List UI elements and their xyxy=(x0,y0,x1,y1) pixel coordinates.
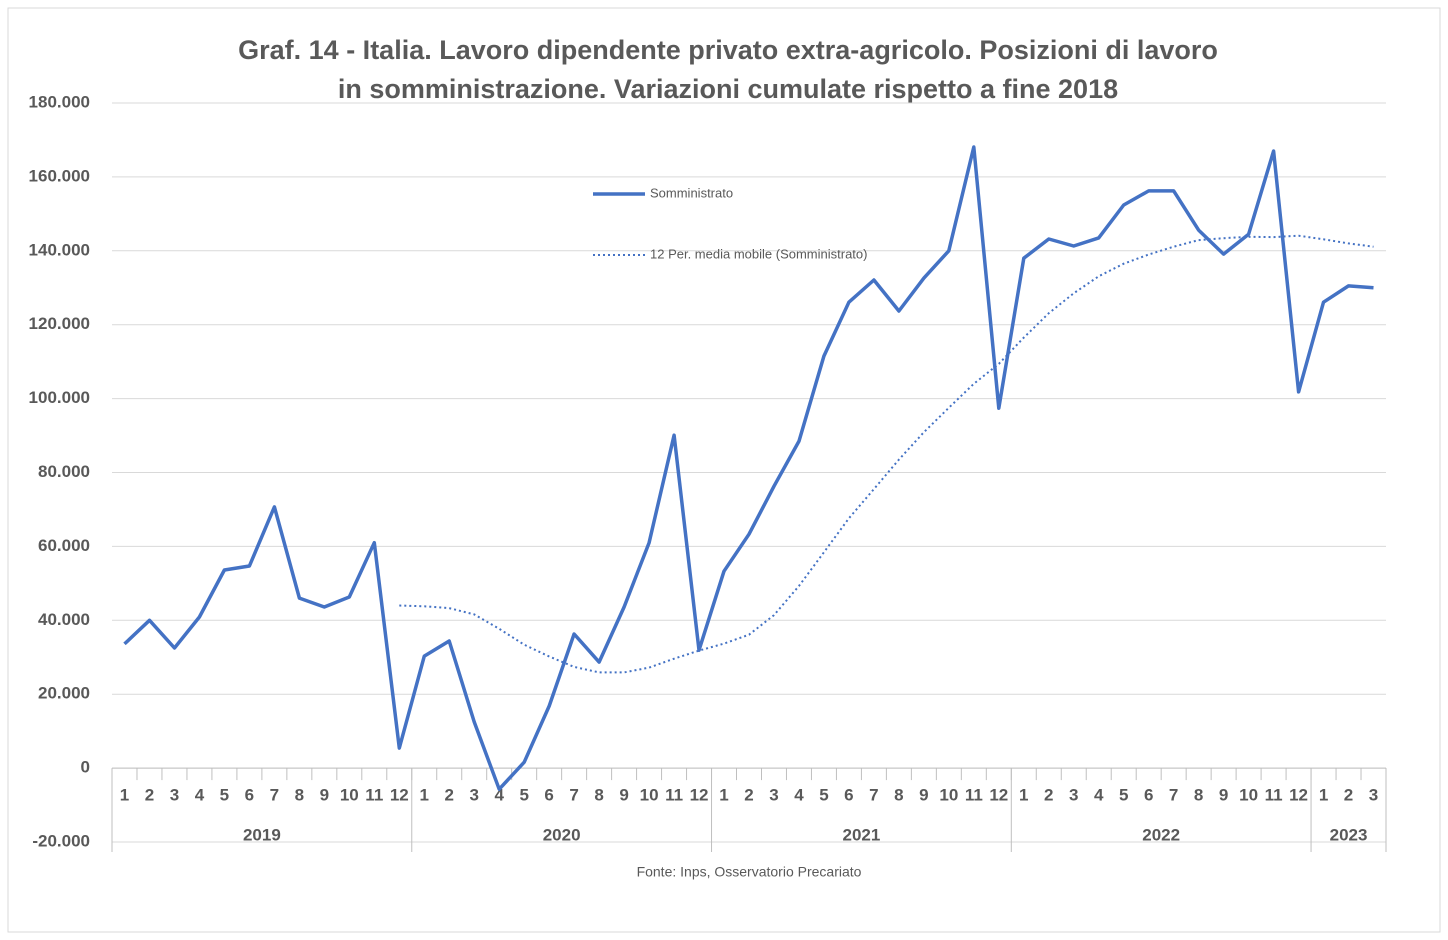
x-tick-label: 5 xyxy=(220,786,229,805)
x-tick-label: 5 xyxy=(1119,786,1128,805)
y-tick-label: 140.000 xyxy=(29,240,90,259)
x-tick-label: 1 xyxy=(719,786,728,805)
x-tick-label: 3 xyxy=(170,786,179,805)
x-tick-label: 6 xyxy=(844,786,853,805)
x-tick-label: 3 xyxy=(1069,786,1078,805)
x-tick-label: 9 xyxy=(320,786,329,805)
x-tick-label: 2 xyxy=(1344,786,1353,805)
x-tick-label: 5 xyxy=(819,786,828,805)
x-tick-label: 1 xyxy=(1019,786,1028,805)
x-group-label: 2022 xyxy=(1142,826,1180,845)
x-tick-label: 7 xyxy=(270,786,279,805)
y-tick-label: 100.000 xyxy=(29,388,90,407)
x-tick-label: 2 xyxy=(744,786,753,805)
x-tick-label: 12 xyxy=(989,786,1008,805)
x-tick-label: 3 xyxy=(469,786,478,805)
x-tick-label: 10 xyxy=(340,786,359,805)
x-group-label: 2019 xyxy=(243,826,281,845)
x-tick-label: 5 xyxy=(519,786,528,805)
chart-title: Graf. 14 - Italia. Lavoro dipendente pri… xyxy=(238,35,1218,65)
x-tick-label: 6 xyxy=(544,786,553,805)
x-tick-label: 10 xyxy=(1239,786,1258,805)
x-tick-label: 6 xyxy=(245,786,254,805)
chart-title: in somministrazione. Variazioni cumulate… xyxy=(338,74,1118,104)
x-tick-label: 1 xyxy=(420,786,429,805)
x-tick-label: 11 xyxy=(665,786,683,805)
y-tick-label: 0 xyxy=(81,758,90,777)
x-tick-label: 8 xyxy=(295,786,304,805)
x-tick-label: 1 xyxy=(120,786,129,805)
x-tick-label: 10 xyxy=(640,786,659,805)
x-tick-label: 3 xyxy=(769,786,778,805)
x-group-label: 2023 xyxy=(1330,826,1368,845)
legend-label: 12 Per. media mobile (Somministrato) xyxy=(650,246,867,261)
source-note: Fonte: Inps, Osservatorio Precariato xyxy=(637,864,862,880)
x-tick-label: 2 xyxy=(445,786,454,805)
y-tick-label: 80.000 xyxy=(38,462,90,481)
x-tick-label: 9 xyxy=(619,786,628,805)
x-tick-label: 8 xyxy=(1194,786,1203,805)
x-tick-label: 10 xyxy=(939,786,958,805)
x-tick-label: 12 xyxy=(690,786,709,805)
x-tick-label: 7 xyxy=(869,786,878,805)
x-tick-label: 4 xyxy=(195,786,205,805)
x-group-label: 2020 xyxy=(543,826,581,845)
x-tick-label: 11 xyxy=(365,786,383,805)
x-tick-label: 7 xyxy=(1169,786,1178,805)
x-tick-label: 11 xyxy=(965,786,983,805)
x-tick-label: 2 xyxy=(145,786,154,805)
y-tick-label: -20.000 xyxy=(32,831,90,850)
x-tick-label: 12 xyxy=(390,786,409,805)
x-tick-label: 8 xyxy=(594,786,603,805)
x-tick-label: 4 xyxy=(1094,786,1104,805)
y-tick-label: 180.000 xyxy=(29,92,90,111)
x-tick-label: 12 xyxy=(1289,786,1308,805)
series-line xyxy=(123,145,1374,791)
x-tick-label: 2 xyxy=(1044,786,1053,805)
y-tick-label: 20.000 xyxy=(38,684,90,703)
x-tick-label: 4 xyxy=(794,786,804,805)
x-group-label: 2021 xyxy=(842,826,880,845)
y-tick-label: 160.000 xyxy=(29,166,90,185)
x-tick-label: 7 xyxy=(569,786,578,805)
y-tick-label: 40.000 xyxy=(38,610,90,629)
y-tick-label: 60.000 xyxy=(38,536,90,555)
x-tick-label: 8 xyxy=(894,786,903,805)
chart-frame xyxy=(7,7,1441,933)
x-tick-label: 1 xyxy=(1319,786,1328,805)
x-tick-label: 9 xyxy=(1219,786,1228,805)
x-tick-label: 9 xyxy=(919,786,928,805)
legend-label: Somministrato xyxy=(650,185,733,200)
y-tick-label: 120.000 xyxy=(29,314,90,333)
x-tick-label: 4 xyxy=(494,786,504,805)
x-tick-label: 11 xyxy=(1265,786,1283,805)
x-tick-label: 6 xyxy=(1144,786,1153,805)
x-tick-label: 3 xyxy=(1369,786,1378,805)
series-line xyxy=(399,234,1374,674)
